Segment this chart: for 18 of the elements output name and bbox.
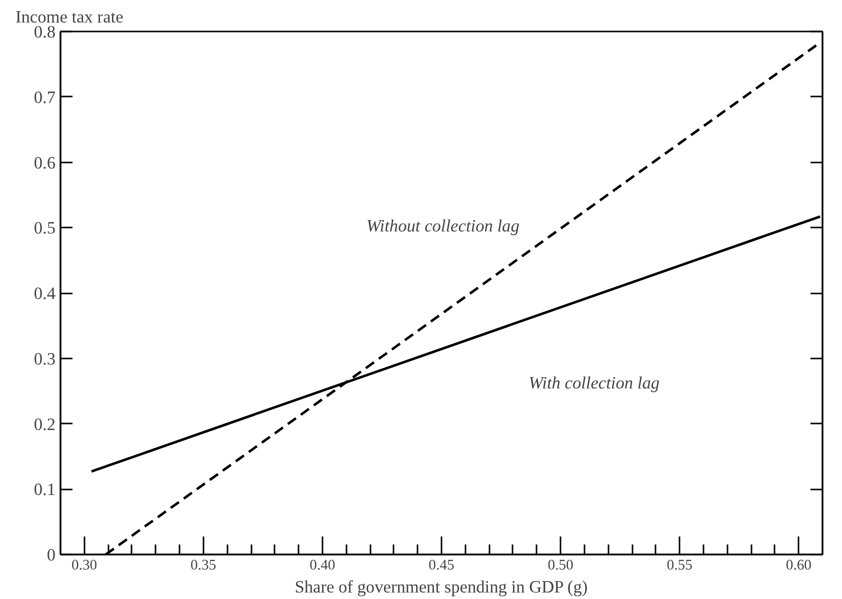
x-tick-label: 0.40 xyxy=(310,558,336,574)
series-label: Without collection lag xyxy=(366,216,520,236)
x-tick-label: 0.45 xyxy=(428,558,454,574)
y-tick-label: 0.1 xyxy=(34,480,56,500)
y-tick-label: 0 xyxy=(46,546,56,564)
x-tick-label: 0.55 xyxy=(666,558,692,574)
text: With collection lag xyxy=(528,373,660,392)
y-tick-label: 0.2 xyxy=(34,414,56,434)
y-tick-label: 0.7 xyxy=(34,88,56,107)
y-tick-label: 0.6 xyxy=(34,153,56,172)
y-tick-label: 0.5 xyxy=(34,218,56,238)
x-tick-label: 0.30 xyxy=(71,558,98,574)
y-tick-label: 0.4 xyxy=(34,284,56,303)
x-tick-label: 0.50 xyxy=(548,558,574,574)
x-tick-label: 0.35 xyxy=(190,558,216,574)
y-tick-label: 0.3 xyxy=(34,349,56,368)
x-axis-title: Share of government spending in GDP (g) xyxy=(294,578,588,596)
x-tick-label: 0.60 xyxy=(786,558,812,574)
